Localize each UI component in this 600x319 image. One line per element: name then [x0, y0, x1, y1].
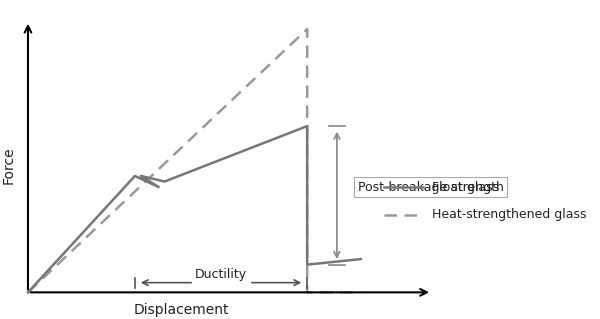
Text: Force: Force	[2, 146, 16, 183]
Text: Heat-strengthened glass: Heat-strengthened glass	[432, 208, 586, 221]
Text: Ductility: Ductility	[195, 268, 247, 281]
Text: Float glass: Float glass	[432, 181, 499, 194]
Text: Displacement: Displacement	[134, 302, 229, 316]
Text: Post-breakage strength: Post-breakage strength	[358, 181, 503, 194]
